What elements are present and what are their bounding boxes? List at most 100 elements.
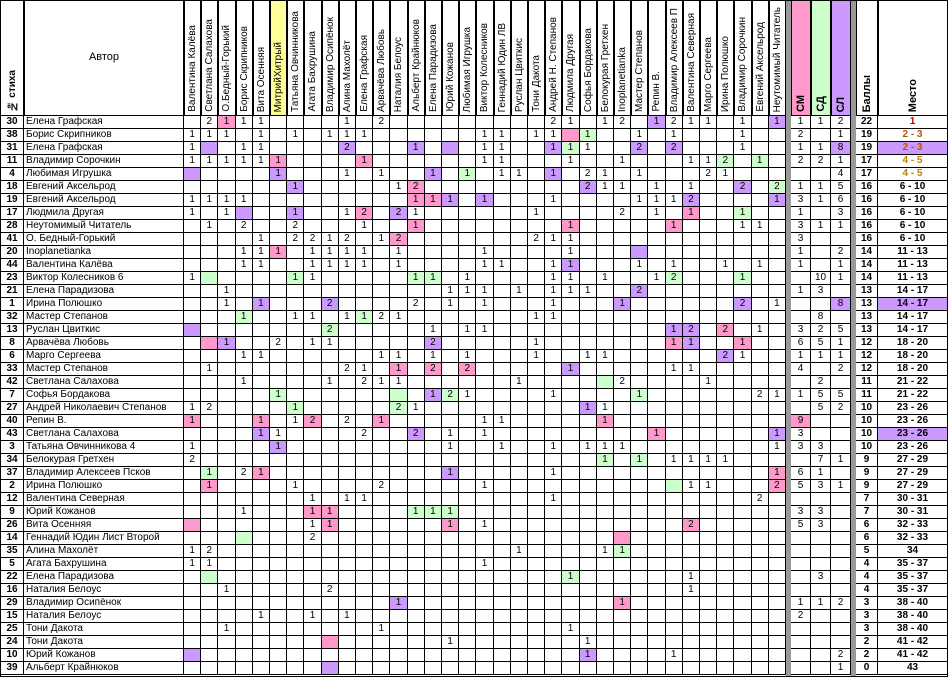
vote-cell [648,467,666,480]
vote-cell [493,350,511,363]
vote-cell [321,155,339,168]
vote-cell [407,519,425,532]
vote-cell: 1 [201,363,219,376]
vote-cell [304,584,322,597]
vote-cell [665,584,683,597]
vote-cell [614,493,632,506]
juror-name: Елена Парадизова [427,23,439,112]
vote-cell [184,246,202,259]
vote-cell [717,519,735,532]
award-cell [791,311,811,324]
vote-cell [614,480,632,493]
vote-cell: 1 [665,649,683,662]
vote-cell [390,389,408,402]
vote-cell [717,298,735,311]
vote-cell [252,571,270,584]
row-author: Борис Скрипников [24,129,184,142]
vote-cell [493,402,511,415]
vote-cell [700,142,718,155]
vote-cell: 1 [751,155,769,168]
vote-cell [304,441,322,454]
vote-cell [493,233,511,246]
vote-cell [751,311,769,324]
vote-cell [768,233,786,246]
vote-cell [424,285,442,298]
vote-cell: 1 [648,194,666,207]
vote-cell [579,324,597,337]
vote-cell: 2 [682,519,700,532]
vote-cell [459,207,477,220]
vote-cell [648,415,666,428]
vote-cell [356,181,374,194]
vote-cell [390,337,408,350]
vote-cell [493,363,511,376]
vote-cell [270,493,288,506]
vote-cell [768,168,786,181]
vote-cell [338,558,356,571]
award-cell [831,636,851,649]
vote-cell [218,311,236,324]
vote-cell [287,662,305,675]
vote-cell: 1 [579,402,597,415]
vote-cell: 1 [373,168,391,181]
vote-cell [235,532,253,545]
vote-cell [321,389,339,402]
vote-cell: 1 [321,506,339,519]
vote-cell [614,662,632,675]
vote-cell [596,467,614,480]
vote-cell [235,207,253,220]
vote-cell [700,558,718,571]
vote-cell [201,532,219,545]
vote-cell [768,142,786,155]
vote-cell [476,376,494,389]
vote-cell [201,259,219,272]
vote-cell: 1 [390,597,408,610]
vote-cell [717,415,735,428]
row-score: 10 [856,428,878,441]
vote-cell [424,584,442,597]
vote-cell: 1 [562,142,580,155]
vote-cell: 1 [510,285,528,298]
vote-cell: 1 [184,207,202,220]
vote-cell: 1 [545,259,563,272]
vote-cell [700,220,718,233]
vote-cell: 1 [373,350,391,363]
row-number: 28 [0,220,24,233]
vote-cell: 1 [218,623,236,636]
vote-cell [442,415,460,428]
row-score: 3 [856,610,878,623]
vote-cell [201,623,219,636]
vote-cell [545,610,563,623]
row-number: 34 [0,454,24,467]
vote-cell [476,350,494,363]
vote-cell [459,441,477,454]
vote-cell [407,636,425,649]
vote-cell [648,142,666,155]
vote-cell: 2 [390,207,408,220]
vote-cell: 1 [734,337,752,350]
row-place: 35 - 37 [878,571,948,584]
vote-cell [768,207,786,220]
vote-cell: 1 [493,129,511,142]
vote-cell [304,389,322,402]
vote-cell [734,376,752,389]
vote-cell [562,532,580,545]
vote-cell: 1 [545,493,563,506]
vote-cell [218,233,236,246]
vote-cell [424,402,442,415]
vote-cell: 2 [235,220,253,233]
vote-cell: 1 [201,558,219,571]
vote-cell [424,636,442,649]
vote-cell [373,324,391,337]
vote-cell [390,220,408,233]
vote-cell [614,519,632,532]
vote-cell [545,350,563,363]
vote-cell [665,298,683,311]
juror-column-header: Андрей Н. Степанов [545,0,563,116]
vote-cell [424,649,442,662]
vote-cell [304,649,322,662]
vote-cell [270,636,288,649]
vote-cell [734,545,752,558]
vote-cell [665,441,683,454]
vote-cell [287,363,305,376]
